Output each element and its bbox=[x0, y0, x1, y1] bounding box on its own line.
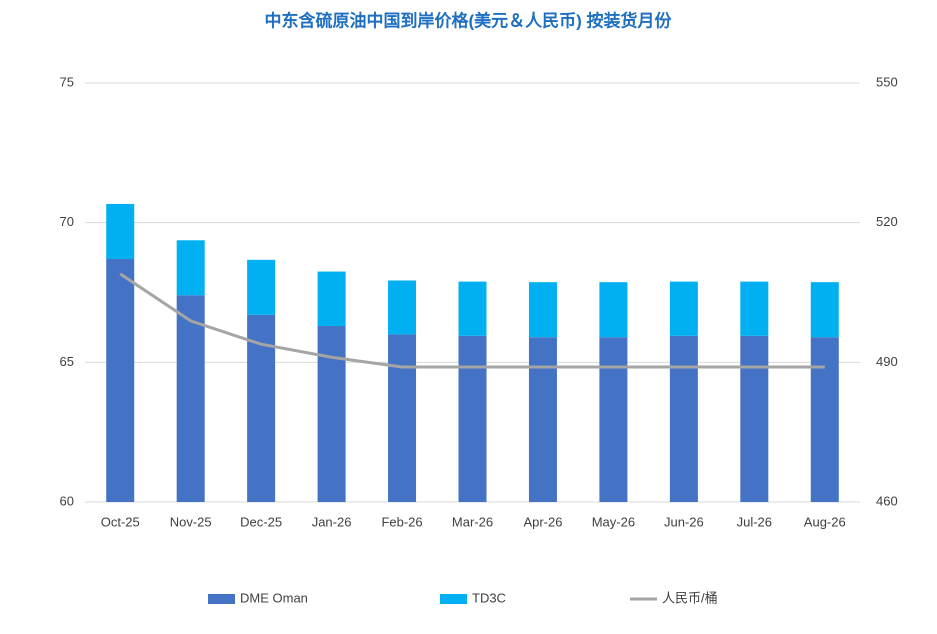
bar bbox=[528, 337, 557, 502]
x-tick-label: Jun-26 bbox=[664, 514, 704, 529]
bar bbox=[247, 259, 276, 315]
y-tick-label: 60 bbox=[60, 493, 74, 508]
legend-label: DME Oman bbox=[240, 590, 308, 605]
y2-tick-label: 460 bbox=[876, 493, 898, 508]
y-tick-label: 75 bbox=[60, 74, 74, 89]
y2-tick-label: 520 bbox=[876, 214, 898, 229]
bar bbox=[458, 281, 487, 336]
x-tick-label: Jan-26 bbox=[312, 514, 352, 529]
bar bbox=[740, 335, 769, 502]
x-tick-label: Jul-26 bbox=[737, 514, 772, 529]
x-tick-label: May-26 bbox=[592, 514, 635, 529]
legend-label: TD3C bbox=[472, 590, 506, 605]
bar bbox=[599, 282, 628, 338]
bar bbox=[317, 326, 346, 502]
x-tick-label: Oct-25 bbox=[101, 514, 140, 529]
line bbox=[119, 272, 825, 369]
bar bbox=[810, 337, 839, 502]
x-tick-label: Nov-25 bbox=[170, 514, 212, 529]
x-tick-label: Aug-26 bbox=[804, 514, 846, 529]
legend-swatch bbox=[440, 594, 467, 604]
chart-title: 中东含硫原油中国到岸价格(美元＆人民币) 按装货月份 bbox=[264, 10, 672, 30]
y-tick-label: 65 bbox=[60, 354, 74, 369]
bar bbox=[106, 258, 135, 502]
bar bbox=[669, 335, 698, 502]
x-tick-label: Mar-26 bbox=[452, 514, 493, 529]
bar bbox=[388, 334, 417, 502]
y2-tick-label: 550 bbox=[876, 74, 898, 89]
x-tick-label: Dec-25 bbox=[240, 514, 282, 529]
bar bbox=[740, 281, 769, 336]
bar bbox=[599, 337, 628, 502]
y-tick-label: 70 bbox=[60, 214, 74, 229]
bar bbox=[528, 282, 557, 338]
y2-tick-label: 490 bbox=[876, 354, 898, 369]
bar bbox=[458, 335, 487, 502]
bar bbox=[388, 280, 417, 335]
x-tick-label: Feb-26 bbox=[381, 514, 422, 529]
bar bbox=[669, 281, 698, 336]
bar bbox=[317, 271, 346, 327]
bar bbox=[106, 203, 135, 259]
bar bbox=[176, 295, 205, 502]
bar bbox=[810, 282, 839, 338]
x-tick-label: Apr-26 bbox=[523, 514, 562, 529]
legend-swatch bbox=[208, 594, 235, 604]
bar bbox=[176, 240, 205, 296]
legend-label: 人民币/桶 bbox=[662, 590, 718, 605]
